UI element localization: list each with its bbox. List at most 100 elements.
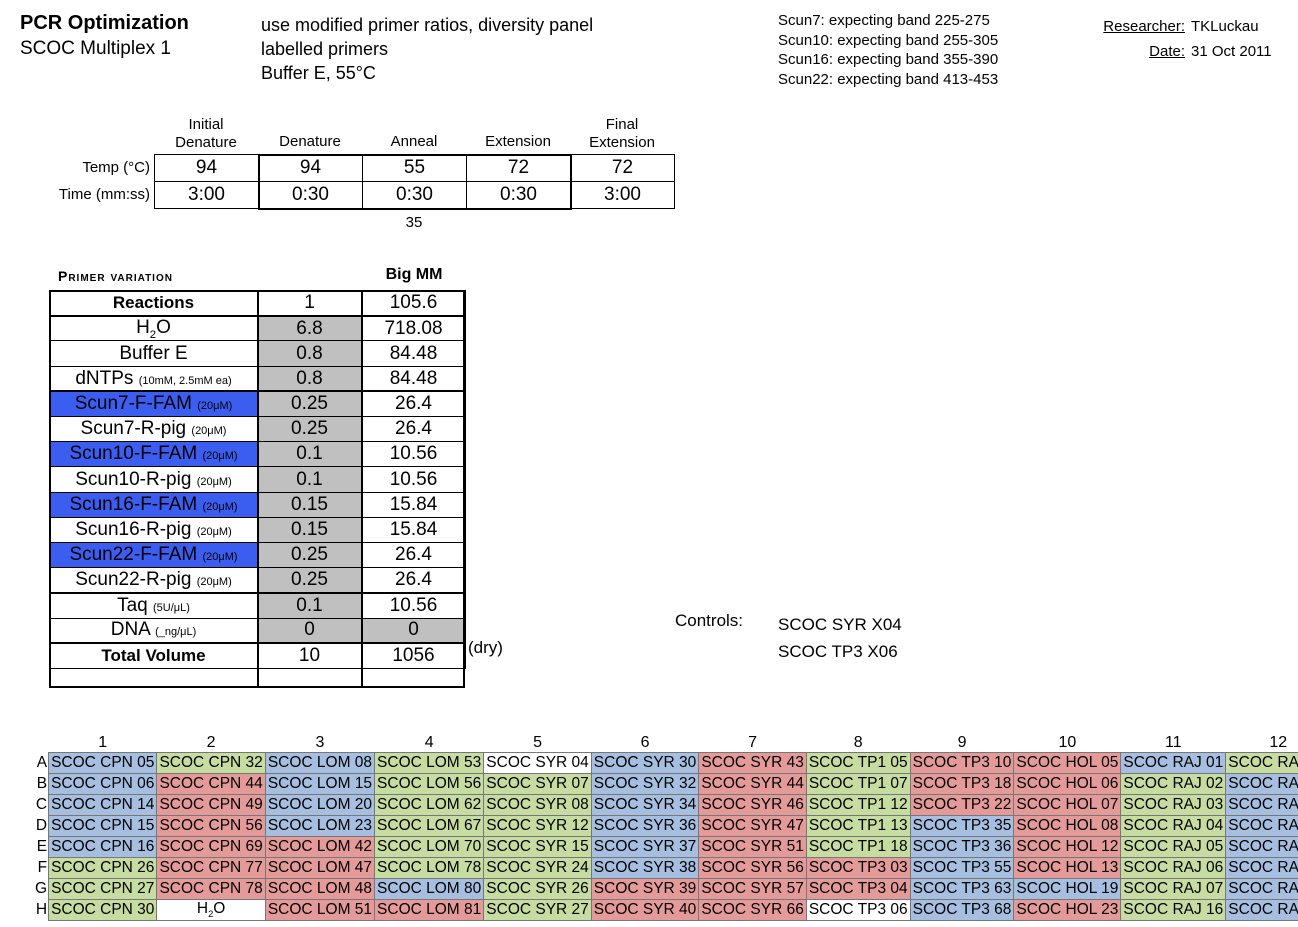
plate-well[interactable]: SCOC SYR 37 bbox=[590, 836, 700, 858]
plate-well[interactable]: SCOC RAJ 51 bbox=[1225, 878, 1298, 900]
plate-well[interactable]: SCOC TP3 22 bbox=[909, 794, 1015, 816]
plate-well[interactable]: SCOC TP3 06 bbox=[805, 899, 911, 921]
plate-well[interactable]: SCOC LOM 23 bbox=[264, 815, 376, 837]
plate-well[interactable]: SCOC SYR 36 bbox=[590, 815, 700, 837]
plate-well[interactable]: SCOC HOL 05 bbox=[1013, 752, 1122, 774]
per-reaction-volume[interactable]: 6.8 bbox=[257, 314, 362, 342]
plate-well[interactable]: SCOC LOM 67 bbox=[374, 815, 485, 837]
plate-well[interactable]: SCOC RAJ 18 bbox=[1225, 752, 1298, 774]
plate-well[interactable]: SCOC HOL 12 bbox=[1013, 836, 1122, 858]
plate-well[interactable]: SCOC SYR 07 bbox=[483, 773, 592, 795]
plate-well[interactable]: SCOC SYR 38 bbox=[590, 857, 700, 879]
plate-well[interactable]: SCOC RAJ 04 bbox=[1120, 815, 1227, 837]
plate-well[interactable]: SCOC RAJ 16 bbox=[1120, 899, 1227, 921]
per-reaction-volume[interactable]: 0.8 bbox=[257, 340, 362, 367]
plate-well[interactable]: SCOC SYR 08 bbox=[483, 794, 592, 816]
plate-well[interactable]: SCOC TP3 04 bbox=[805, 878, 911, 900]
plate-well[interactable]: SCOC TP3 35 bbox=[909, 815, 1015, 837]
plate-well[interactable]: SCOC SYR 46 bbox=[698, 794, 807, 816]
per-reaction-volume[interactable]: 0.1 bbox=[257, 441, 362, 468]
per-reaction-volume[interactable]: 0.25 bbox=[257, 390, 362, 418]
per-reaction-volume[interactable]: 0.25 bbox=[257, 541, 362, 569]
plate-well[interactable]: SCOC SYR 27 bbox=[483, 899, 592, 921]
per-reaction-volume[interactable]: 0.8 bbox=[257, 365, 362, 392]
plate-well[interactable]: SCOC LOM 70 bbox=[374, 836, 485, 858]
plate-well[interactable]: SCOC LOM 78 bbox=[374, 857, 485, 879]
plate-well[interactable]: SCOC SYR 12 bbox=[483, 815, 592, 837]
plate-well[interactable]: SCOC LOM 08 bbox=[264, 752, 376, 774]
plate-well[interactable]: SCOC RAJ 46 bbox=[1225, 773, 1298, 795]
plate-well[interactable]: SCOC SYR 39 bbox=[590, 878, 700, 900]
plate-well[interactable]: SCOC RAJ 07 bbox=[1120, 878, 1227, 900]
plate-well[interactable]: SCOC LOM 62 bbox=[374, 794, 485, 816]
plate-well[interactable]: SCOC HOL 06 bbox=[1013, 773, 1122, 795]
plate-well[interactable]: SCOC CPN 14 bbox=[48, 794, 158, 816]
plate-well[interactable]: SCOC CPN 27 bbox=[48, 878, 158, 900]
plate-well[interactable]: SCOC LOM 53 bbox=[374, 752, 485, 774]
plate-well[interactable]: SCOC SYR 57 bbox=[698, 878, 807, 900]
plate-well[interactable]: SCOC LOM 20 bbox=[264, 794, 376, 816]
plate-well[interactable]: SCOC TP3 63 bbox=[909, 878, 1015, 900]
per-reaction-volume[interactable]: 0.1 bbox=[257, 591, 362, 619]
plate-well[interactable]: SCOC RAJ 47 bbox=[1225, 794, 1298, 816]
per-reaction-volume[interactable]: 0.1 bbox=[257, 466, 362, 493]
plate-well[interactable]: SCOC SYR 43 bbox=[698, 752, 807, 774]
plate-well[interactable]: SCOC RAJ 06 bbox=[1120, 857, 1227, 879]
plate-well[interactable]: SCOC CPN 16 bbox=[48, 836, 158, 858]
plate-well[interactable]: SCOC CPN 05 bbox=[48, 752, 158, 774]
plate-well[interactable]: SCOC HOL 13 bbox=[1013, 857, 1122, 879]
plate-well[interactable]: SCOC CPN 30 bbox=[48, 899, 158, 921]
plate-well[interactable]: SCOC LOM 80 bbox=[374, 878, 485, 900]
plate-well[interactable]: SCOC TP3 03 bbox=[805, 857, 911, 879]
plate-well[interactable]: SCOC HOL 23 bbox=[1013, 899, 1122, 921]
plate-well[interactable]: SCOC SYR 47 bbox=[698, 815, 807, 837]
plate-well[interactable]: SCOC RAJ 01 bbox=[1120, 752, 1227, 774]
plate-well[interactable]: SCOC SYR 51 bbox=[698, 836, 807, 858]
plate-well[interactable]: SCOC TP3 36 bbox=[909, 836, 1015, 858]
plate-well[interactable]: SCOC LOM 48 bbox=[264, 878, 376, 900]
plate-well[interactable]: SCOC RAJ 49 bbox=[1225, 836, 1298, 858]
plate-well[interactable]: SCOC LOM 42 bbox=[264, 836, 376, 858]
plate-well[interactable]: SCOC SYR 24 bbox=[483, 857, 592, 879]
plate-well[interactable]: SCOC CPN 06 bbox=[48, 773, 158, 795]
plate-well[interactable]: SCOC SYR 56 bbox=[698, 857, 807, 879]
plate-well[interactable]: SCOC CPN 77 bbox=[156, 857, 266, 879]
plate-well[interactable]: SCOC HOL 19 bbox=[1013, 878, 1122, 900]
plate-well[interactable]: SCOC RAJ 52 bbox=[1225, 899, 1298, 921]
plate-well[interactable]: SCOC HOL 08 bbox=[1013, 815, 1122, 837]
plate-well[interactable]: SCOC LOM 15 bbox=[264, 773, 376, 795]
plate-well[interactable]: SCOC CPN 26 bbox=[48, 857, 158, 879]
plate-well[interactable]: SCOC RAJ 05 bbox=[1120, 836, 1227, 858]
plate-well[interactable]: SCOC RAJ 50 bbox=[1225, 857, 1298, 879]
plate-well[interactable]: SCOC SYR 34 bbox=[590, 794, 700, 816]
plate-well[interactable]: SCOC SYR 30 bbox=[590, 752, 700, 774]
plate-well[interactable]: SCOC CPN 69 bbox=[156, 836, 266, 858]
plate-well[interactable]: SCOC LOM 81 bbox=[374, 899, 485, 921]
plate-well[interactable]: SCOC TP3 10 bbox=[909, 752, 1015, 774]
plate-well[interactable]: SCOC CPN 78 bbox=[156, 878, 266, 900]
plate-well[interactable]: SCOC CPN 32 bbox=[156, 752, 266, 774]
plate-well[interactable]: SCOC RAJ 02 bbox=[1120, 773, 1227, 795]
plate-well[interactable]: SCOC SYR 26 bbox=[483, 878, 592, 900]
plate-well[interactable]: SCOC TP1 13 bbox=[805, 815, 911, 837]
per-reaction-volume[interactable]: 0.15 bbox=[257, 491, 362, 518]
per-reaction-volume[interactable]: 0 bbox=[257, 617, 362, 644]
plate-well[interactable]: SCOC CPN 44 bbox=[156, 773, 266, 795]
plate-well[interactable]: SCOC CPN 15 bbox=[48, 815, 158, 837]
plate-well[interactable]: SCOC TP3 18 bbox=[909, 773, 1015, 795]
plate-well[interactable]: SCOC SYR 66 bbox=[698, 899, 807, 921]
plate-well[interactable]: SCOC RAJ 48 bbox=[1225, 815, 1298, 837]
plate-well[interactable]: SCOC TP1 07 bbox=[805, 773, 911, 795]
plate-well[interactable]: SCOC CPN 49 bbox=[156, 794, 266, 816]
plate-well[interactable]: SCOC SYR 15 bbox=[483, 836, 592, 858]
plate-well[interactable]: SCOC SYR 44 bbox=[698, 773, 807, 795]
plate-well[interactable]: SCOC SYR 40 bbox=[590, 899, 700, 921]
plate-well[interactable]: SCOC SYR 32 bbox=[590, 773, 700, 795]
plate-well[interactable]: SCOC CPN 56 bbox=[156, 815, 266, 837]
plate-well[interactable]: SCOC LOM 47 bbox=[264, 857, 376, 879]
per-reaction-volume[interactable]: 0.25 bbox=[257, 567, 362, 594]
plate-well[interactable]: SCOC RAJ 03 bbox=[1120, 794, 1227, 816]
plate-well[interactable]: H2O bbox=[156, 899, 266, 921]
per-reaction-volume[interactable]: 10 bbox=[257, 642, 362, 669]
plate-well[interactable]: SCOC TP1 12 bbox=[805, 794, 911, 816]
